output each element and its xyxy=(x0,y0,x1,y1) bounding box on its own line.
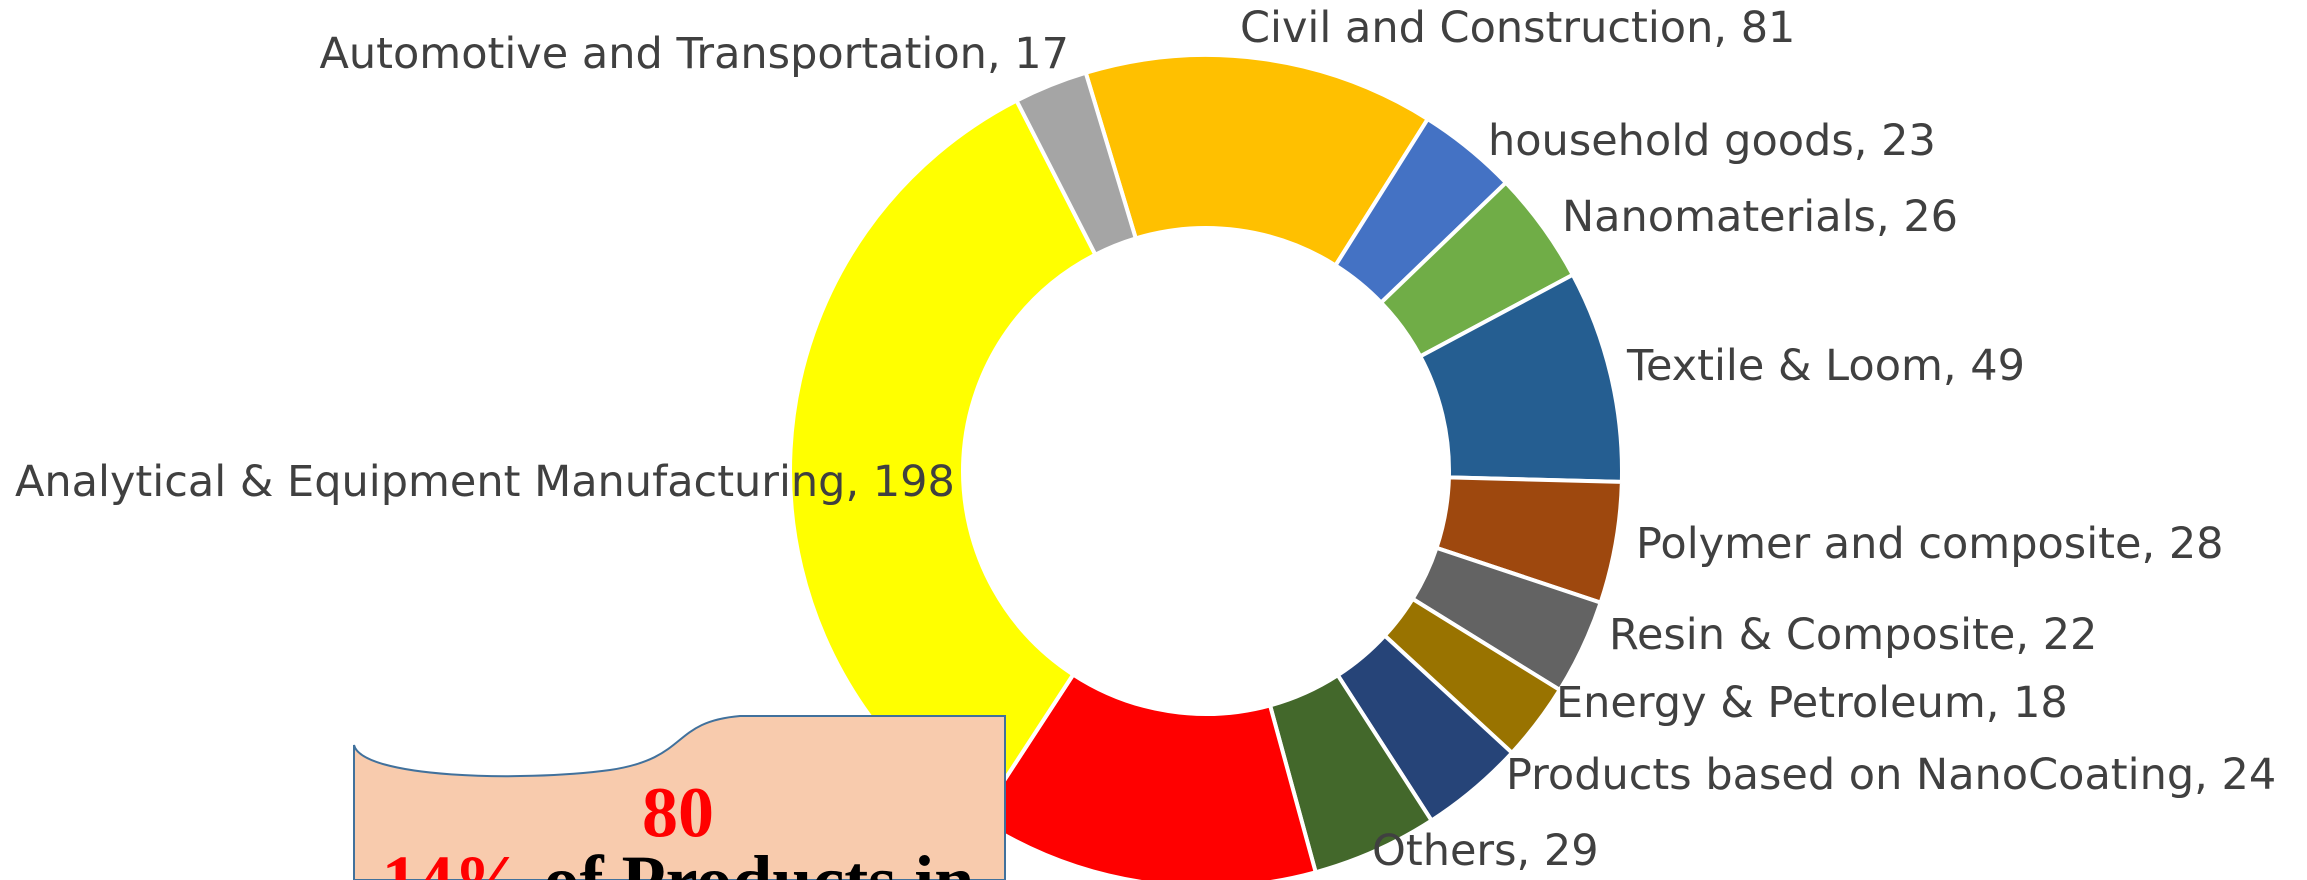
label-category: Others xyxy=(1372,826,1517,876)
data-label: Automotive and Transportation, 17 xyxy=(319,29,1069,79)
label-category: Products based on NanoCoating xyxy=(1506,750,2194,800)
label-separator: , xyxy=(845,457,872,507)
label-value: 18 xyxy=(2013,678,2068,728)
label-category: Nanomaterials xyxy=(1562,192,1876,242)
label-separator: , xyxy=(1854,116,1881,166)
label-separator: , xyxy=(2015,610,2042,660)
label-category: Automotive and Transportation xyxy=(319,29,986,79)
label-separator: , xyxy=(2141,519,2168,569)
label-value: 81 xyxy=(1741,3,1796,53)
donut xyxy=(788,53,1624,880)
data-label: Energy & Petroleum, 18 xyxy=(1556,678,2068,728)
label-category: Resin & Composite xyxy=(1609,610,2015,660)
label-category: Analytical & Equipment Manufacturing xyxy=(15,457,845,507)
label-separator: , xyxy=(2194,750,2221,800)
data-label: Civil and Construction, 81 xyxy=(1240,3,1795,53)
label-value: 198 xyxy=(873,457,955,507)
slice xyxy=(1013,70,1139,258)
data-label: Analytical & Equipment Manufacturing, 19… xyxy=(15,457,955,507)
label-separator: , xyxy=(987,29,1014,79)
label-value: 22 xyxy=(2043,610,2098,660)
label-separator: , xyxy=(1943,341,1970,391)
data-label: Others, 29 xyxy=(1372,826,1599,876)
callout-caption: of Products in xyxy=(544,841,975,880)
callout-text: 14% of Products in xyxy=(382,841,975,880)
label-category: Polymer and composite xyxy=(1636,519,2141,569)
label-category: Civil and Construction xyxy=(1240,3,1713,53)
data-labels: Civil and Construction, 81 household good… xyxy=(15,3,2276,876)
label-value: 26 xyxy=(1903,192,1958,242)
label-separator: , xyxy=(1713,3,1740,53)
label-value: 24 xyxy=(2222,750,2277,800)
label-value: 49 xyxy=(1970,341,2025,391)
label-separator: , xyxy=(1876,192,1903,242)
callout-box xyxy=(353,715,1006,880)
label-category: household goods xyxy=(1488,116,1854,166)
label-value: 29 xyxy=(1544,826,1599,876)
data-label: Resin & Composite, 22 xyxy=(1609,610,2097,660)
label-separator: , xyxy=(1986,678,2013,728)
data-label: Products based on NanoCoating, 24 xyxy=(1506,750,2276,800)
data-label: household goods, 23 xyxy=(1488,116,1936,166)
callout-value: 80 xyxy=(642,773,714,853)
label-value: 23 xyxy=(1881,116,1936,166)
slice xyxy=(788,97,1099,823)
label-value: 17 xyxy=(1014,29,1069,79)
data-label: Polymer and composite, 28 xyxy=(1636,519,2224,569)
label-category: Textile & Loom xyxy=(1626,341,1943,391)
label-separator: , xyxy=(1517,826,1544,876)
label-value: 28 xyxy=(2169,519,2224,569)
label-category: Energy & Petroleum xyxy=(1556,678,1986,728)
callout-percent: 14% xyxy=(382,841,526,880)
data-label: Nanomaterials, 26 xyxy=(1562,192,1958,242)
data-label: Textile & Loom, 49 xyxy=(1626,341,2025,391)
